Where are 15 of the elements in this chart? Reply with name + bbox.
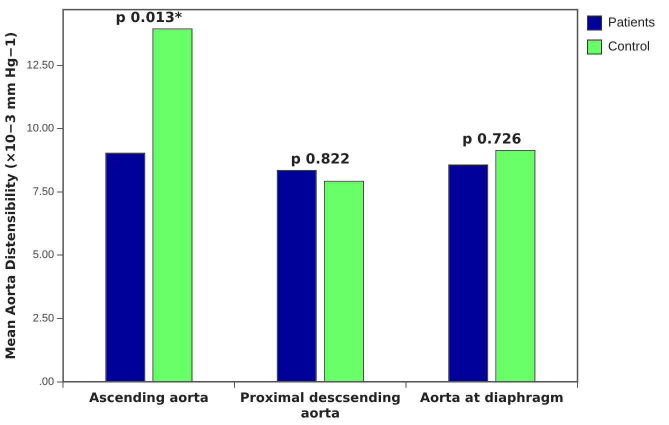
y-tick-label: 5.00 — [32, 249, 54, 262]
y-tick-label: .00 — [38, 376, 54, 388]
y-tick-label: 7.50 — [32, 186, 54, 198]
y-axis-title: Mean Aorta Distensibility (×10−3 mm Hg−1) — [4, 32, 20, 360]
y-tick-label: 12.50 — [26, 59, 54, 72]
legend-label: Patients — [608, 14, 656, 30]
annotation: p 0.726 — [462, 132, 522, 148]
y-tick-label: 10.00 — [26, 122, 54, 135]
x-tick-label: Proximal descsending aorta — [240, 390, 401, 422]
legend-label: Control — [608, 38, 650, 54]
y-tick-label: 2.50 — [32, 312, 54, 325]
annotation: p 0.013* — [116, 10, 183, 26]
annotation: p 0.822 — [290, 152, 350, 168]
x-tick-label: Ascending aorta — [89, 390, 209, 406]
x-tick-label: Aorta at diaphragm — [420, 390, 564, 406]
